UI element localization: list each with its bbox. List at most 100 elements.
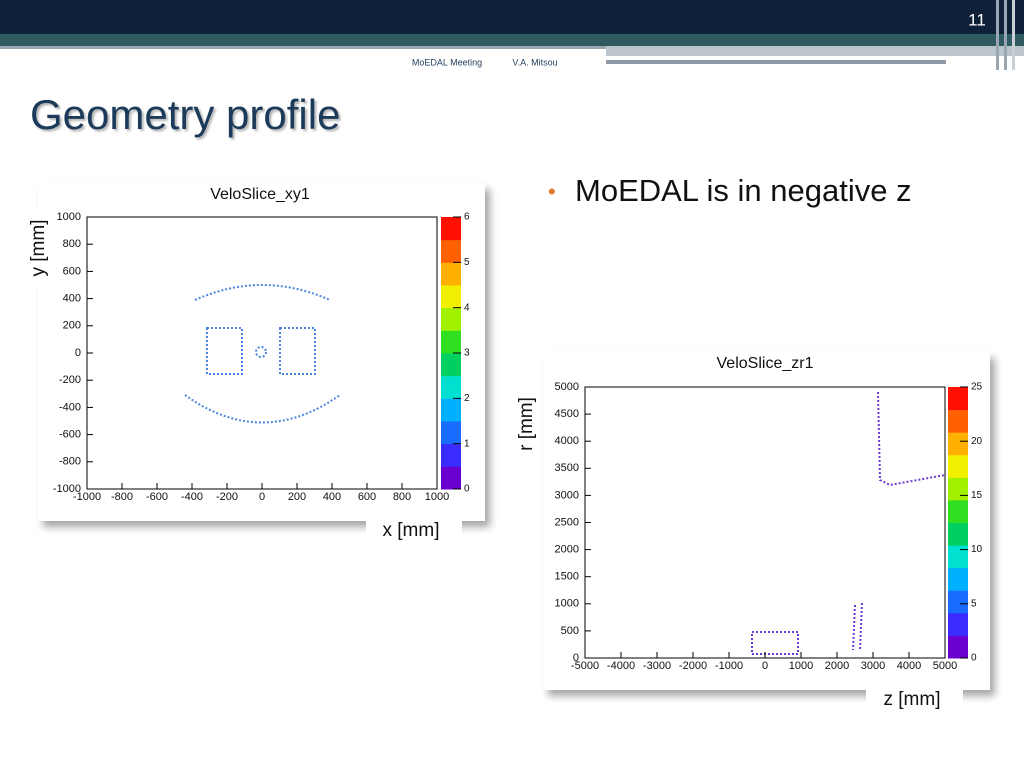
occupancy-pattern (184, 284, 341, 424)
color-bar-band (441, 217, 461, 241)
color-bar-band (948, 545, 968, 569)
color-bar-label: 15 (971, 490, 983, 501)
y-tick-label: 500 (561, 625, 579, 637)
color-bar-band (948, 590, 968, 614)
y-tick-label: -600 (59, 429, 81, 441)
pattern-arc (194, 284, 331, 301)
bullet: MoEDAL is in negative z (575, 173, 912, 208)
pattern-arc (184, 394, 341, 424)
color-bar-band (441, 330, 461, 354)
pattern-line (852, 602, 863, 651)
x-tick-label: -3000 (643, 660, 671, 672)
header-stripe (0, 34, 1024, 46)
y-tick-label: 4500 (555, 408, 579, 420)
y-tick-label: 800 (63, 238, 81, 250)
pattern-box (206, 327, 243, 375)
color-bar-label: 0 (971, 653, 977, 664)
x-tick-label: -600 (146, 491, 168, 503)
x-tick-label: 2000 (825, 660, 849, 672)
color-bar-band (441, 398, 461, 422)
color-bar-band (948, 432, 968, 456)
y-tick-label: 0 (573, 652, 579, 664)
plot-title: VeloSlice_zr1 (717, 355, 814, 372)
color-bar-band (948, 387, 968, 411)
y-tick-label: 200 (63, 320, 81, 332)
y-tick-label: 3500 (555, 462, 579, 474)
meeting: MoEDAL Meeting (412, 57, 482, 67)
header-stripe (606, 60, 946, 64)
pattern-ring (255, 346, 267, 358)
y-tick-label: 2000 (555, 544, 579, 556)
pattern-line (877, 391, 946, 487)
y-tick-label: 1500 (555, 571, 579, 583)
x-tick-label: 0 (762, 660, 768, 672)
x-tick-label: -400 (181, 491, 203, 503)
color-bar-band (948, 477, 968, 501)
color-bar-label: 10 (971, 544, 983, 555)
x-tick-label: -800 (111, 491, 133, 503)
x-tick-label: -1000 (73, 491, 101, 503)
y-tick-label: 5000 (555, 381, 579, 393)
color-bar-label: 20 (971, 436, 983, 447)
y-tick-label: 0 (75, 347, 81, 359)
y-axis-label: y [mm] (28, 220, 49, 277)
x-tick-label: -2000 (679, 660, 707, 672)
header-stripe (1004, 0, 1007, 70)
color-bar-band (441, 375, 461, 399)
x-tick-label: 1000 (789, 660, 813, 672)
x-tick-label: 200 (288, 491, 306, 503)
x-tick-label: 4000 (897, 660, 921, 672)
header-stripe (1012, 0, 1015, 70)
pattern-box (751, 631, 799, 655)
color-bar-band (948, 635, 968, 659)
x-tick-label: 0 (259, 491, 265, 503)
y-tick-label: 1000 (57, 211, 81, 223)
x-tick-label: 400 (323, 491, 341, 503)
y-axis-label: r [mm] (516, 397, 537, 451)
plot-title: VeloSlice_xy1 (210, 186, 310, 203)
y-tick-label: 1000 (555, 598, 579, 610)
header-stripe (606, 46, 1024, 56)
color-bar-band (948, 522, 968, 546)
author: V.A. Mitsou (512, 57, 557, 67)
color-bar-band (441, 443, 461, 467)
color-bar-band (948, 567, 968, 591)
color-bar-band (441, 353, 461, 377)
y-tick-label: 2500 (555, 516, 579, 528)
header-stripe (996, 0, 999, 70)
color-bar-label: 3 (464, 348, 470, 359)
bullet-marker: • (548, 179, 556, 204)
color-bar-label: 5 (464, 257, 470, 268)
x-tick-label: 800 (393, 491, 411, 503)
pattern-box (279, 327, 316, 375)
x-tick-label: 1000 (425, 491, 449, 503)
x-tick-label: 3000 (861, 660, 885, 672)
y-tick-label: 600 (63, 265, 81, 277)
color-bar-label: 6 (464, 212, 470, 223)
color-bar-band (441, 239, 461, 263)
x-tick-label: -5000 (571, 660, 599, 672)
color-bar-band (441, 466, 461, 490)
label-box (28, 210, 50, 285)
x-axis-label: z [mm] (884, 689, 941, 710)
color-bar-band (441, 285, 461, 309)
header-stripe (0, 46, 606, 49)
x-tick-label: -1000 (715, 660, 743, 672)
y-tick-label: 3000 (555, 489, 579, 501)
y-tick-label: -800 (59, 456, 81, 468)
header-band (0, 0, 1024, 34)
color-bar-label: 5 (971, 598, 977, 609)
y-tick-label: -1000 (53, 483, 81, 495)
y-tick-label: 400 (63, 293, 81, 305)
label-box (512, 375, 541, 470)
label-box (866, 686, 963, 717)
x-tick-label: -4000 (607, 660, 635, 672)
color-bar-band (441, 262, 461, 286)
x-tick-label: 600 (358, 491, 376, 503)
color-bar-band (441, 421, 461, 445)
color-bar-label: 2 (464, 393, 470, 404)
x-tick-label: -200 (216, 491, 238, 503)
color-bar-band (441, 307, 461, 331)
plot-panel (38, 183, 485, 521)
